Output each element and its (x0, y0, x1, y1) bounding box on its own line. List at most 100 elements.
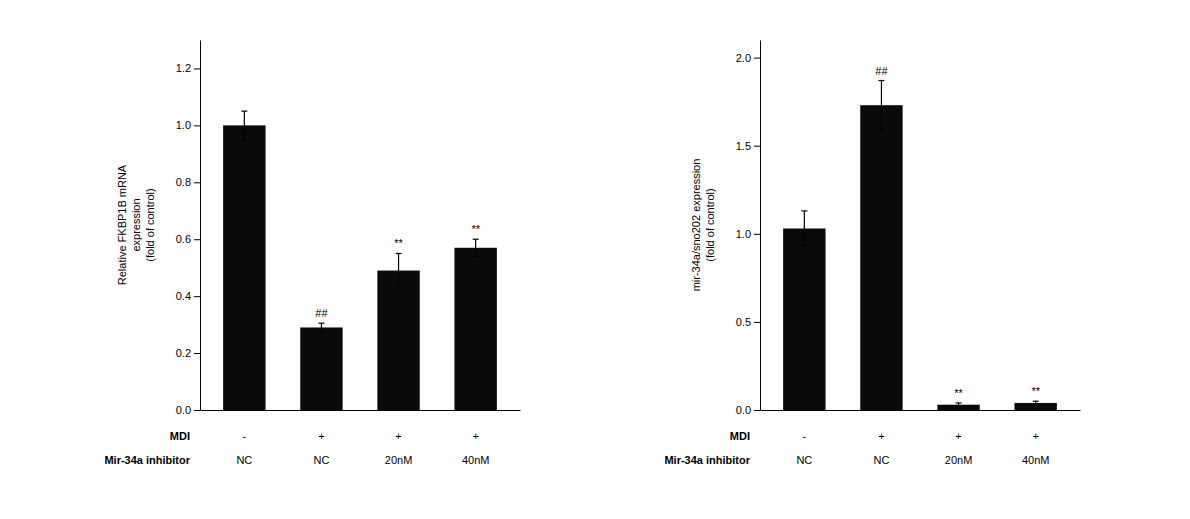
y-tick: 0.0 (176, 404, 200, 416)
y-tick-label: 0.2 (176, 347, 191, 359)
chart-root: 0.0 0.2 0.4 0.6 0.8 1.0 1.2 ## ** ** MDI - + + + Mir-34… (0, 0, 1190, 519)
category-label: NC (874, 454, 890, 466)
y-tick: 1.2 (176, 62, 200, 74)
error-bar-cap (956, 402, 962, 403)
error-bar-cap (396, 287, 402, 288)
category-label: NC (236, 454, 252, 466)
y-tick-label: 0.4 (176, 290, 191, 302)
row-label: MDI (170, 430, 190, 442)
category-label: + (878, 430, 884, 442)
error-bar-cap (318, 323, 324, 324)
category-label: + (1032, 430, 1038, 442)
error-bar (1033, 401, 1039, 405)
y-tick-label: 0.0 (176, 404, 191, 416)
y-axis: 0.0 0.5 1.0 1.5 2.0 (736, 41, 761, 417)
y-tick-mark (194, 296, 200, 297)
y-tick: 1.0 (176, 119, 200, 131)
row-label: Mir-34a inhibitor (664, 454, 750, 466)
category-label: + (955, 430, 961, 442)
y-tick-mark (194, 353, 200, 354)
y-tick-mark (194, 239, 200, 240)
y-axis-title: mir-34a/sno202 expression(fold of contro… (690, 159, 716, 292)
bar (223, 125, 265, 410)
y-tick-label: 1.5 (736, 140, 751, 152)
error-bar-cap (1033, 404, 1039, 405)
y-tick-label: 1.0 (736, 228, 751, 240)
x-axis (761, 410, 1081, 411)
y-tick: 0.6 (176, 233, 200, 245)
row-label: Mir-34a inhibitor (104, 454, 190, 466)
error-bar-stem (881, 81, 882, 130)
panel: 0.00.51.01.52.0##****MDI-+++Mir-34a inhi… (664, 41, 1080, 467)
y-tick: 1.5 (736, 140, 760, 152)
category-label: + (395, 430, 401, 442)
category-label: 40nM (1022, 454, 1050, 466)
error-bar-cap (241, 111, 247, 112)
bar (783, 229, 825, 410)
panel: 0.0 0.2 0.4 0.6 0.8 1.0 1.2 ## ** ** MDI - + + + Mir-34… (104, 41, 520, 467)
error-bar-stem (398, 253, 399, 287)
y-tick-mark (754, 146, 760, 147)
y-tick: 0.8 (176, 176, 200, 188)
marks (783, 81, 1057, 410)
error-bar-cap (473, 256, 479, 257)
category-label: - (243, 430, 247, 442)
annotation: ** (394, 237, 403, 249)
y-tick: 0.4 (176, 290, 200, 302)
y-tick: 2.0 (736, 52, 760, 64)
y-tick: 0.2 (176, 347, 200, 359)
y-tick-mark (194, 68, 200, 69)
annotation: ** (954, 387, 963, 399)
y-tick-label: 0.8 (176, 176, 191, 188)
error-bar-cap (1033, 401, 1039, 402)
error-bar (878, 81, 884, 130)
y-tick: 0.0 (736, 404, 760, 416)
error-bar-stem (475, 239, 476, 256)
row-label: MDI (730, 430, 750, 442)
annotation: ** (471, 223, 480, 235)
y-tick-label: 1.0 (176, 119, 191, 131)
bar (454, 248, 496, 410)
y-tick-mark (754, 58, 760, 59)
error-bar (318, 323, 324, 332)
y-axis-line (200, 41, 201, 411)
category-label: 20nM (385, 454, 413, 466)
error-bar-cap (801, 210, 807, 211)
y-axis-line (760, 41, 761, 411)
category-label: NC (314, 454, 330, 466)
y-tick: 0.5 (736, 316, 760, 328)
category-label: 20nM (945, 454, 973, 466)
bar (377, 271, 419, 410)
x-axis-line (201, 410, 521, 411)
y-tick-label: 2.0 (736, 52, 751, 64)
y-axis: 0.0 0.2 0.4 0.6 0.8 1.0 1.2 (176, 41, 201, 417)
y-tick-mark (754, 234, 760, 235)
bar (300, 327, 342, 410)
error-bar (396, 253, 402, 287)
error-bar-stem (244, 111, 245, 139)
y-tick-mark (194, 182, 200, 183)
error-bar-cap (473, 239, 479, 240)
y-axis-title-line: mir-34a/sno202 expression (690, 159, 702, 292)
error-bar-cap (878, 80, 884, 81)
error-bar-cap (878, 129, 884, 130)
annotation: ## (315, 307, 328, 319)
y-axis-title-line: Relative FKBP1B mRNA (116, 164, 128, 285)
y-tick-mark (754, 322, 760, 323)
error-bar (473, 239, 479, 256)
error-bar-cap (318, 331, 324, 332)
error-bar-stem (804, 211, 805, 246)
bar (860, 105, 902, 410)
marks (223, 111, 497, 410)
category-label: 40nM (462, 454, 490, 466)
y-axis-title: Relative FKBP1B mRNAexpression(fold of c… (116, 164, 156, 285)
category-label: + (318, 430, 324, 442)
y-tick-label: 0.6 (176, 233, 191, 245)
y-axis-title-line: (fold of control) (144, 188, 156, 261)
error-bar (956, 403, 962, 407)
error-bar (801, 211, 807, 246)
error-bar-cap (801, 246, 807, 247)
y-tick-label: 0.5 (736, 316, 751, 328)
error-bar-cap (956, 406, 962, 407)
category-label: + (472, 430, 478, 442)
